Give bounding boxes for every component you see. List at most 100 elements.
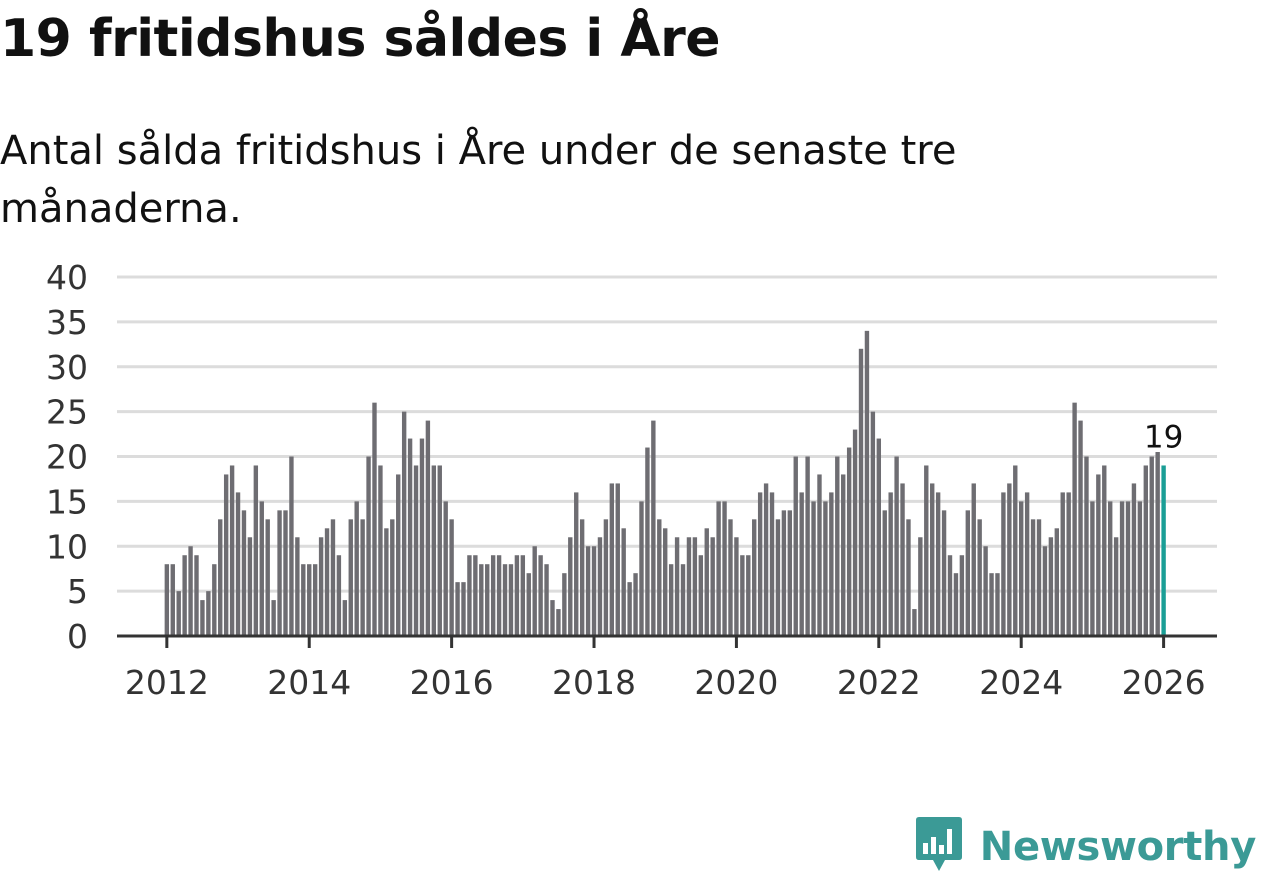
bar	[829, 492, 834, 636]
bar	[906, 519, 911, 636]
bar	[775, 519, 781, 636]
bar	[752, 519, 757, 636]
bar	[324, 528, 330, 636]
bar	[538, 555, 543, 636]
chart-title: 19 fritidshus såldes i Åre	[0, 9, 721, 69]
bar	[995, 573, 1000, 636]
x-tick-label: 2024	[979, 663, 1063, 702]
bar	[585, 546, 591, 636]
bar	[384, 528, 389, 636]
bar	[277, 510, 282, 636]
bar	[496, 555, 502, 636]
bar	[366, 456, 371, 636]
bar	[692, 537, 698, 636]
bar	[1001, 492, 1006, 636]
bar	[354, 501, 359, 637]
bar	[556, 609, 561, 636]
bar	[912, 609, 917, 636]
bar	[318, 537, 324, 636]
bar	[502, 564, 508, 636]
bar	[615, 483, 620, 636]
bar	[953, 573, 959, 636]
bar	[419, 438, 425, 636]
bar	[467, 555, 472, 636]
bar	[1096, 474, 1101, 636]
bar	[983, 546, 988, 636]
x-tick-label: 2020	[694, 663, 778, 702]
bar	[870, 411, 876, 637]
bar	[1137, 501, 1143, 637]
bar	[888, 492, 893, 636]
bar	[200, 600, 205, 636]
bar	[223, 474, 229, 636]
bar	[823, 501, 828, 637]
bar	[1113, 537, 1119, 636]
bar	[793, 456, 798, 636]
bar	[550, 600, 555, 636]
bar	[1078, 420, 1083, 636]
bars	[164, 330, 1166, 637]
bar	[1072, 402, 1077, 636]
bar	[247, 537, 253, 636]
bar	[989, 573, 994, 636]
bar	[182, 555, 187, 636]
bar	[401, 411, 407, 637]
x-tick-label: 2018	[552, 663, 636, 702]
bar	[283, 510, 288, 636]
bar	[1102, 465, 1107, 636]
bar	[639, 501, 644, 637]
bar	[609, 483, 615, 636]
bar	[307, 564, 312, 636]
bar	[841, 474, 846, 636]
bar	[431, 465, 437, 636]
bar	[1060, 492, 1065, 636]
bar	[805, 456, 810, 636]
bar	[900, 483, 905, 636]
x-tick-label: 2016	[410, 663, 494, 702]
x-tick-label: 2014	[267, 663, 351, 702]
bar	[852, 429, 858, 636]
bar	[603, 519, 609, 636]
gridlines	[117, 275, 1217, 593]
bar	[959, 555, 965, 636]
y-tick-label: 10	[46, 527, 88, 566]
bar	[746, 555, 751, 636]
bar	[437, 465, 442, 636]
bar	[1066, 492, 1071, 636]
bar	[413, 465, 419, 636]
bar	[811, 501, 816, 637]
brand-name: Newsworthy	[979, 824, 1257, 870]
bar	[835, 456, 840, 636]
bar	[965, 510, 970, 636]
bar	[977, 519, 982, 636]
bar	[728, 519, 733, 636]
bar	[229, 465, 235, 636]
bar	[212, 564, 217, 636]
bar	[1125, 501, 1131, 637]
newsworthy-logo-icon	[914, 815, 964, 879]
bar	[704, 528, 709, 636]
bar	[289, 456, 294, 636]
bar	[562, 573, 567, 636]
bar	[734, 537, 739, 636]
bar	[301, 564, 306, 636]
bar	[348, 519, 353, 636]
bar	[574, 492, 579, 636]
bar	[1155, 452, 1160, 636]
bar	[621, 528, 626, 636]
bar	[918, 537, 923, 636]
bar	[526, 573, 531, 636]
y-tick-label: 40	[46, 258, 88, 297]
x-tick-label: 2026	[1122, 663, 1206, 702]
bar	[218, 519, 223, 636]
tick-labels: 0 5 10 15 20 25 30 35 40 19 2012 2014 2016 2018 2020 20…	[46, 258, 1206, 702]
bar	[1036, 519, 1042, 636]
bar	[259, 501, 264, 637]
bar	[295, 537, 300, 636]
bar	[1019, 501, 1024, 637]
y-tick-label: 15	[46, 482, 88, 521]
bar	[188, 546, 193, 636]
bar	[817, 474, 822, 636]
bar	[360, 519, 365, 636]
bar	[627, 582, 632, 636]
